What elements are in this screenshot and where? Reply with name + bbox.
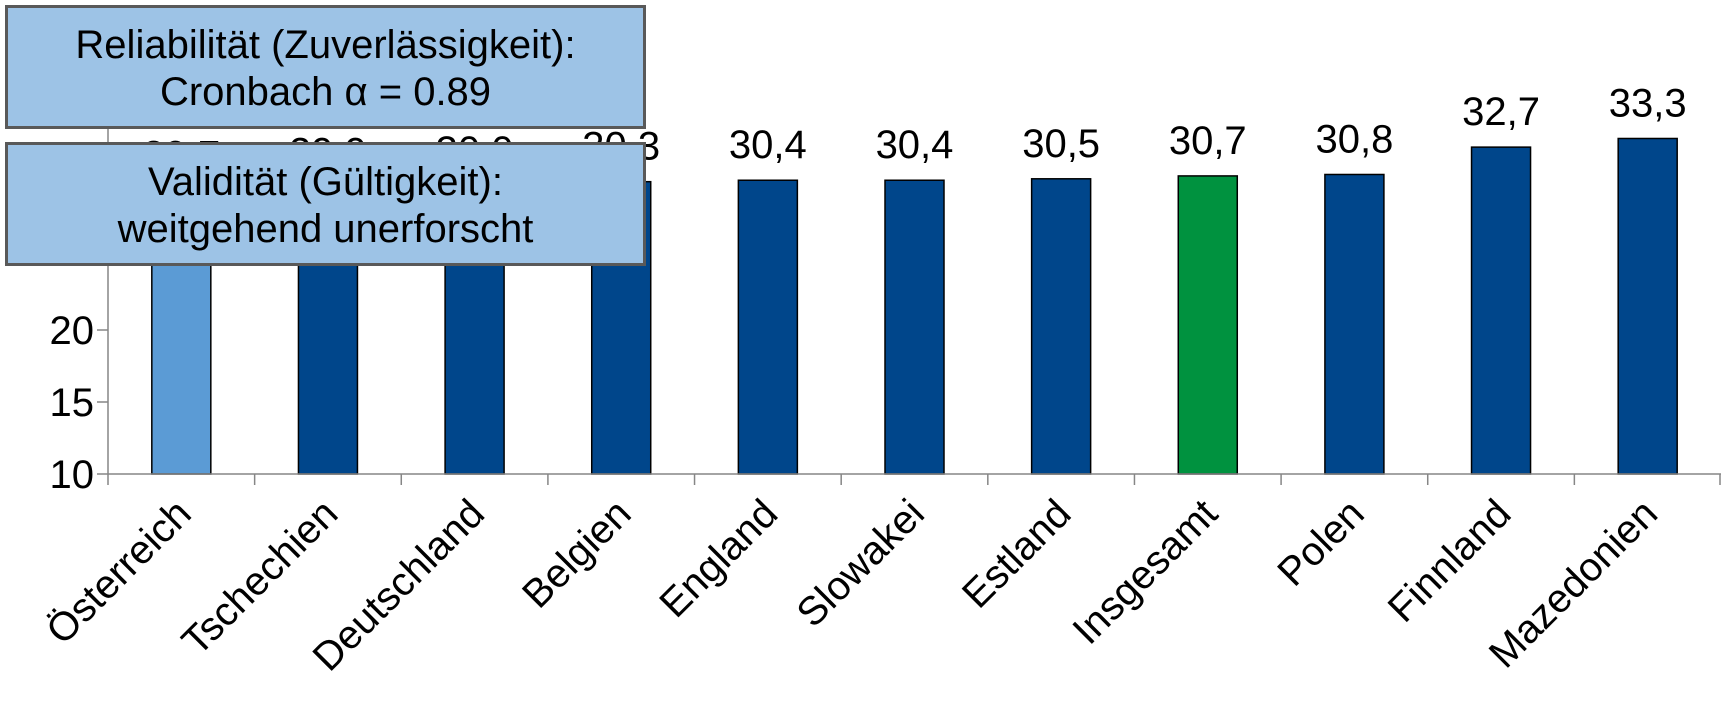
bar-10 xyxy=(1617,137,1678,475)
y-tick-label-2: 20 xyxy=(50,309,95,353)
x-tick-label-6: Estland xyxy=(954,491,1079,616)
reliability-callout-line2: Cronbach α = 0.89 xyxy=(159,70,492,114)
value-label-7: 30,7 xyxy=(1169,119,1247,163)
validity-callout-line2: weitgehend unerforscht xyxy=(117,207,534,251)
bar-4 xyxy=(737,179,799,475)
bar-5 xyxy=(884,179,945,475)
x-tick-label-5: Slowakei xyxy=(789,491,933,635)
validity-callout: Validität (Gültigkeit): weitgehend unerf… xyxy=(5,142,646,266)
value-label-5: 30,4 xyxy=(876,123,954,167)
value-label-4: 30,4 xyxy=(729,123,807,167)
bar-8 xyxy=(1324,173,1385,475)
bar-9 xyxy=(1470,146,1532,475)
x-tick-label-4: England xyxy=(651,491,786,626)
validity-callout-line1: Validität (Gültigkeit): xyxy=(148,160,503,204)
y-axis: 10 15 20 xyxy=(50,114,109,497)
y-tick-label-0: 10 xyxy=(50,453,95,497)
value-label-10: 33,3 xyxy=(1609,81,1687,125)
bar-7 xyxy=(1177,175,1239,475)
value-label-6: 30,5 xyxy=(1022,122,1100,166)
x-tick-label-8: Polen xyxy=(1269,491,1372,594)
y-tick-label-1: 15 xyxy=(50,381,95,425)
reliability-callout-line1: Reliabilität (Zuverlässigkeit): xyxy=(75,23,576,67)
value-label-8: 30,8 xyxy=(1315,117,1393,161)
x-tick-label-9: Finnland xyxy=(1380,491,1520,631)
x-tick-label-0: Österreich xyxy=(38,491,200,653)
reliability-callout: Reliabilität (Zuverlässigkeit): Cronbach… xyxy=(5,5,646,129)
bars-group xyxy=(151,137,1678,475)
bar-6 xyxy=(1030,178,1092,475)
value-label-9: 32,7 xyxy=(1462,90,1540,134)
x-tick-label-7: Insgesamt xyxy=(1065,491,1227,653)
x-tick-label-3: Belgien xyxy=(514,491,639,616)
